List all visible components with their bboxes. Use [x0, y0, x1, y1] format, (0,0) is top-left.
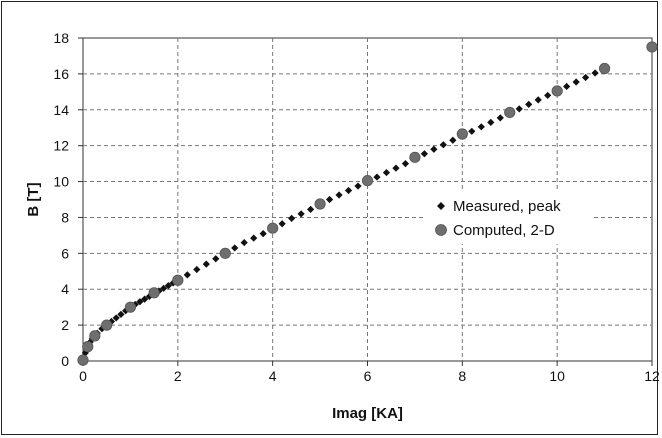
measured-point [496, 114, 504, 122]
y-tick-label: 0 [61, 353, 69, 369]
measured-point [325, 195, 334, 204]
legend: Measured, peak Computed, 2-D [426, 190, 594, 244]
computed-point [504, 106, 516, 119]
x-tick-label: 2 [174, 368, 182, 384]
x-tick-label: 6 [364, 368, 372, 384]
measured-point [515, 105, 523, 113]
measured-point [344, 186, 353, 195]
computed-point [361, 175, 374, 187]
measured-point [297, 210, 305, 218]
measured-point [449, 136, 457, 144]
measured-point [335, 191, 343, 199]
measured-point [136, 298, 144, 306]
measured-point [382, 168, 391, 177]
computed-point [409, 151, 421, 163]
measured-point [145, 292, 153, 300]
computed-point [646, 41, 658, 53]
y-tick-label: 8 [61, 209, 69, 225]
computed-point [101, 319, 113, 331]
x-tick-label: 0 [79, 368, 87, 384]
legend-label-computed: Computed, 2-D [453, 222, 555, 239]
legend-label-measured: Measured, peak [453, 198, 561, 215]
measured-point [202, 260, 210, 268]
measured-point [259, 229, 267, 238]
measured-point [401, 160, 410, 168]
measured-point [164, 282, 172, 290]
measured-point [534, 96, 542, 104]
measured-point [250, 234, 258, 242]
computed-point [219, 247, 231, 259]
measured-point [420, 150, 428, 158]
legend-marker-measured [437, 202, 445, 210]
computed-point [314, 198, 326, 210]
measured-point [563, 82, 571, 91]
x-tick-label: 12 [644, 368, 660, 384]
measured-point [231, 244, 239, 252]
y-tick-label: 18 [53, 30, 69, 46]
computed-point [551, 85, 563, 97]
measured-point [572, 78, 580, 86]
measured-point [183, 271, 191, 279]
x-axis-title: Imag [KA] [332, 405, 403, 422]
measured-point [439, 141, 447, 149]
measured-point [117, 310, 125, 318]
x-tick-label: 10 [549, 368, 565, 384]
measured-point [525, 100, 533, 108]
computed-point [89, 330, 101, 342]
legend-box [426, 190, 594, 244]
computed-point [82, 341, 94, 353]
y-tick-label: 10 [53, 174, 69, 190]
legend-circle [435, 224, 447, 236]
measured-point [373, 173, 381, 181]
y-tick-label: 4 [61, 281, 69, 297]
y-tick-label: 14 [53, 102, 69, 118]
measured-point [354, 182, 362, 190]
measured-point [288, 214, 296, 222]
y-tick-label: 2 [61, 317, 69, 333]
x-tick-label: 4 [269, 368, 277, 384]
computed-point [456, 128, 468, 140]
computed-point [148, 287, 160, 299]
measured-point [582, 73, 590, 82]
computed-point [598, 62, 611, 75]
measured-point [98, 325, 106, 333]
measured-point [430, 145, 438, 153]
series-computed [77, 41, 658, 366]
measured-point [544, 91, 552, 100]
computed-point [124, 301, 137, 313]
measured-point [212, 255, 220, 263]
measured-point [278, 220, 286, 228]
measured-point [141, 295, 149, 303]
legend-diamond [437, 202, 445, 210]
computed-point [267, 222, 279, 234]
y-tick-label: 16 [53, 66, 69, 82]
computed-point [172, 274, 184, 286]
measured-point [81, 349, 89, 357]
data-series [77, 41, 658, 366]
computed-point [77, 354, 89, 366]
x-tick-label: 8 [458, 368, 466, 384]
measured-point [392, 164, 400, 172]
measured-point [193, 265, 201, 274]
measured-point [112, 314, 120, 322]
y-tick-label: 6 [61, 245, 69, 261]
legend-marker-computed [435, 224, 447, 236]
measured-point [307, 205, 315, 213]
measured-point [477, 123, 485, 131]
measured-point [160, 284, 168, 292]
measured-point [487, 118, 495, 126]
measured-point [591, 69, 599, 77]
measured-point [468, 127, 476, 135]
y-axis-title: B [T] [25, 182, 42, 216]
tick-labels: 0 2 4 6 8 10 12 0 2 4 6 8 10 12 14 16 18 [53, 30, 660, 384]
measured-point [240, 238, 248, 247]
y-tick-label: 12 [53, 138, 69, 154]
